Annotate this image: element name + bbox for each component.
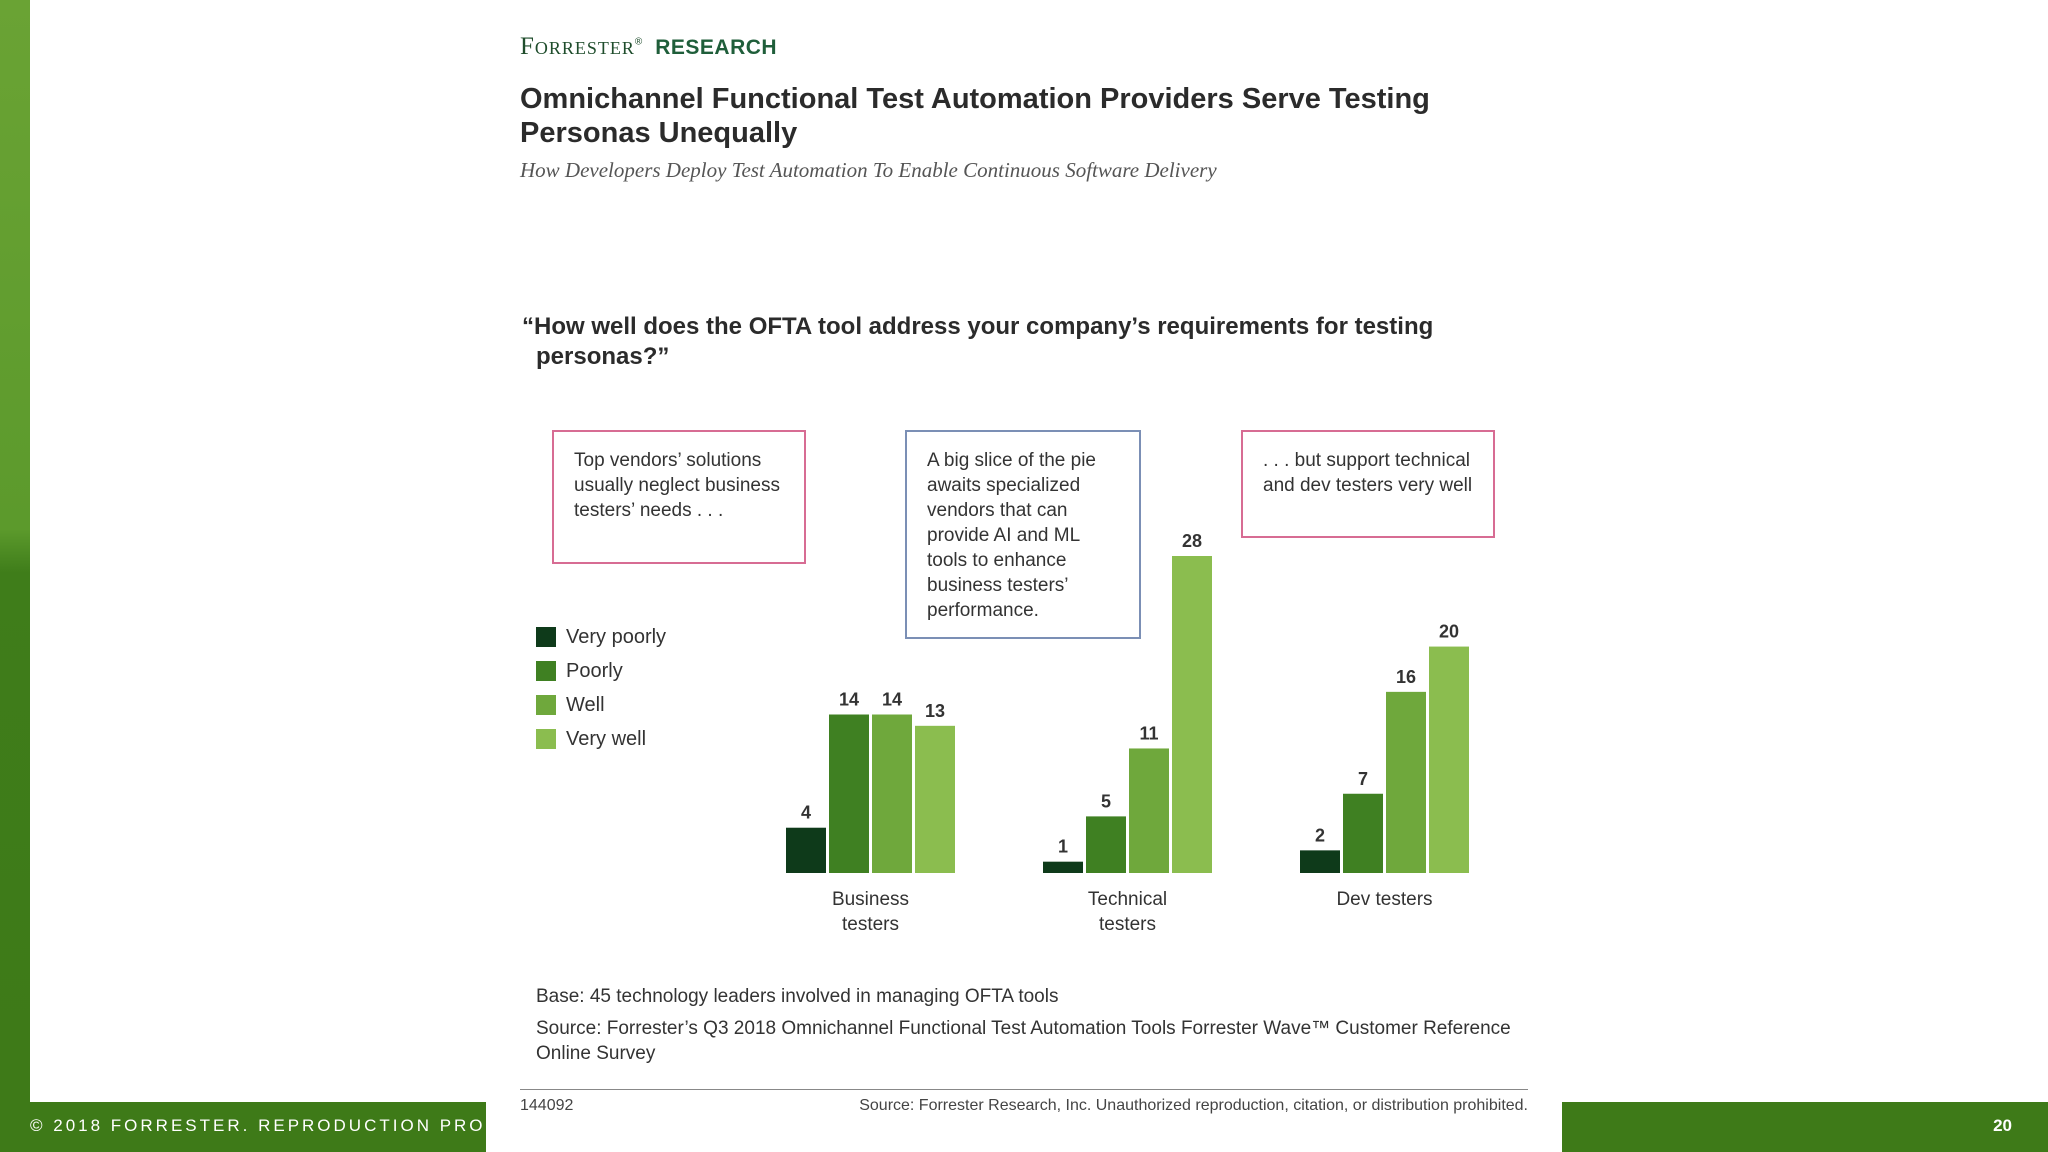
bar-technical-testers-poorly bbox=[1086, 816, 1126, 873]
survey-source: Source: Forrester’s Q3 2018 Omnichannel … bbox=[536, 1018, 1511, 1064]
data-label-dev-testers-well: 16 bbox=[1396, 667, 1416, 687]
bar-business-testers-poorly bbox=[829, 714, 869, 873]
data-label-technical-testers-poorly: 5 bbox=[1101, 791, 1111, 811]
bar-technical-testers-very-well bbox=[1172, 556, 1212, 873]
legend-swatch-very-well bbox=[536, 729, 556, 749]
legend-label-very-well: Very well bbox=[566, 727, 647, 750]
figure-id: 144092 bbox=[520, 1097, 574, 1114]
bar-dev-testers-poorly bbox=[1343, 793, 1383, 873]
legend-item-very-well: Very well bbox=[536, 722, 666, 756]
data-label-technical-testers-very-well: 28 bbox=[1182, 531, 1202, 551]
page-number: 20 bbox=[1993, 1116, 2012, 1135]
bar-business-testers-well bbox=[872, 714, 912, 873]
logo-forrester: Forrester bbox=[520, 33, 635, 60]
footer-bar-left bbox=[0, 1102, 486, 1152]
bar-technical-testers-well bbox=[1129, 748, 1169, 873]
legend-swatch-well bbox=[536, 695, 556, 715]
chart-legend: Very poorly Poorly Well Very well bbox=[536, 620, 666, 756]
legend-swatch-poorly bbox=[536, 661, 556, 681]
callout-technical-dev-support: . . . but support technical and dev test… bbox=[1241, 430, 1495, 538]
footer-rule bbox=[520, 1089, 1528, 1090]
category-label-technical-testers-line-1: Technical bbox=[1088, 889, 1167, 910]
logo-registered: ® bbox=[634, 36, 643, 48]
legend-item-poorly: Poorly bbox=[536, 654, 666, 688]
data-label-dev-testers-very-poorly: 2 bbox=[1315, 825, 1325, 845]
bar-business-testers-very-poorly bbox=[786, 827, 826, 873]
callout-business-neglect: Top vendors’ solutions usually neglect b… bbox=[552, 430, 806, 564]
legend-swatch-very-poorly bbox=[536, 627, 556, 647]
bar-dev-testers-well bbox=[1386, 691, 1426, 873]
bar-business-testers-very-well bbox=[915, 725, 955, 873]
bar-dev-testers-very-poorly bbox=[1300, 850, 1340, 873]
forrester-logo: Forrester® RESEARCH bbox=[520, 32, 777, 61]
data-label-business-testers-very-poorly: 4 bbox=[801, 803, 811, 823]
footer-bar-right bbox=[1562, 1102, 2048, 1152]
bar-dev-testers-very-well bbox=[1429, 646, 1469, 873]
legend-label-very-poorly: Very poorly bbox=[566, 625, 667, 648]
legend-label-well: Well bbox=[566, 693, 605, 716]
source-disclaimer: Source: Forrester Research, Inc. Unautho… bbox=[859, 1097, 1528, 1114]
data-label-dev-testers-very-well: 20 bbox=[1439, 622, 1459, 642]
category-label-business-testers-line-2: testers bbox=[842, 914, 899, 935]
legend-item-well: Well bbox=[536, 688, 666, 722]
page-subtitle: How Developers Deploy Test Automation To… bbox=[520, 158, 1217, 182]
legend-item-very-poorly: Very poorly bbox=[536, 620, 666, 654]
data-label-dev-testers-poorly: 7 bbox=[1358, 769, 1368, 789]
survey-base: Base: 45 technology leaders involved in … bbox=[536, 986, 1059, 1007]
category-label-technical-testers-line-2: testers bbox=[1099, 914, 1156, 935]
copyright-notice: © 2018 FORRESTER. REPRODUCTION PROHIBITE… bbox=[30, 1116, 486, 1135]
category-label-business-testers-line-1: Business bbox=[832, 889, 909, 910]
survey-question: “How well does the OFTA tool address you… bbox=[522, 313, 1434, 370]
data-label-technical-testers-very-poorly: 1 bbox=[1058, 837, 1068, 857]
data-label-business-testers-very-well: 13 bbox=[925, 701, 945, 721]
page-title: Omnichannel Functional Test Automation P… bbox=[520, 83, 1430, 149]
data-label-business-testers-well: 14 bbox=[882, 690, 902, 710]
data-label-business-testers-poorly: 14 bbox=[839, 690, 859, 710]
callout-ai-ml-opportunity: A big slice of the pie awaits specialize… bbox=[905, 430, 1141, 639]
logo-research: RESEARCH bbox=[655, 36, 778, 59]
left-accent-strip bbox=[0, 0, 30, 1102]
category-label-dev-testers-line-1: Dev testers bbox=[1336, 889, 1432, 910]
data-label-technical-testers-well: 11 bbox=[1139, 723, 1158, 743]
bar-technical-testers-very-poorly bbox=[1043, 861, 1083, 873]
legend-label-poorly: Poorly bbox=[566, 659, 623, 682]
